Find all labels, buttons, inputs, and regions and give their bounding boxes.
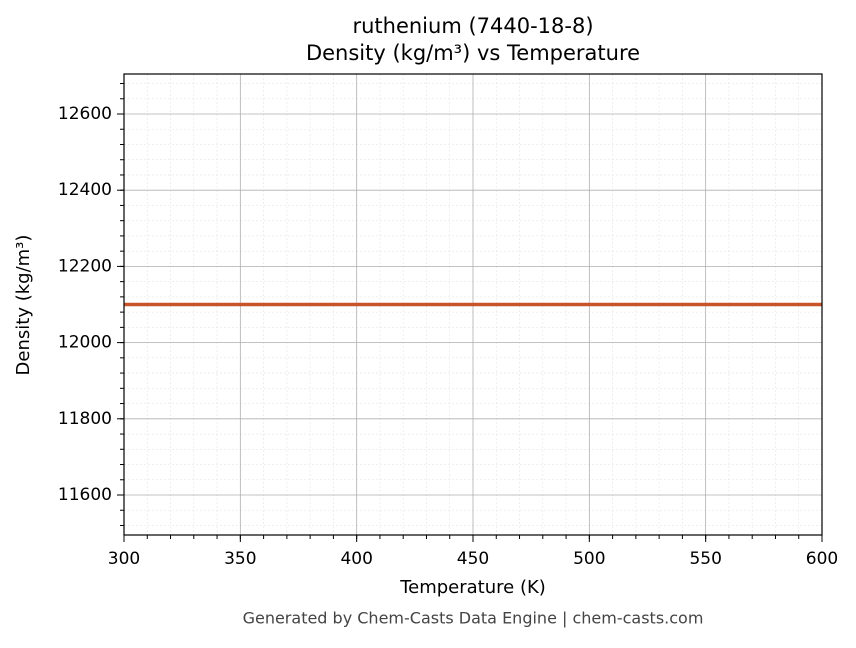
x-tick-label: 300 — [108, 549, 140, 569]
x-tick-label: 400 — [340, 549, 372, 569]
x-axis-label: Temperature (K) — [399, 577, 546, 598]
y-tick-label: 12600 — [58, 104, 112, 124]
x-tick-label: 550 — [689, 549, 721, 569]
chart-title: ruthenium (7440-18-8) — [352, 14, 593, 38]
plot-frame — [123, 73, 823, 536]
y-tick-label: 12000 — [58, 333, 112, 353]
x-tick-label: 350 — [224, 549, 256, 569]
y-axis-label: Density (kg/m³) — [13, 235, 34, 376]
x-tick-label: 450 — [457, 549, 489, 569]
y-tick-label: 12400 — [58, 180, 112, 200]
y-tick-label: 11800 — [58, 409, 112, 429]
x-tick-label: 600 — [806, 549, 838, 569]
y-tick-label: 11600 — [58, 485, 112, 505]
y-tick-label: 12200 — [58, 256, 112, 276]
chart-subtitle: Density (kg/m³) vs Temperature — [306, 41, 640, 65]
x-tick-label: 500 — [573, 549, 605, 569]
footer: Generated by Chem-Casts Data Engine | ch… — [243, 609, 704, 628]
